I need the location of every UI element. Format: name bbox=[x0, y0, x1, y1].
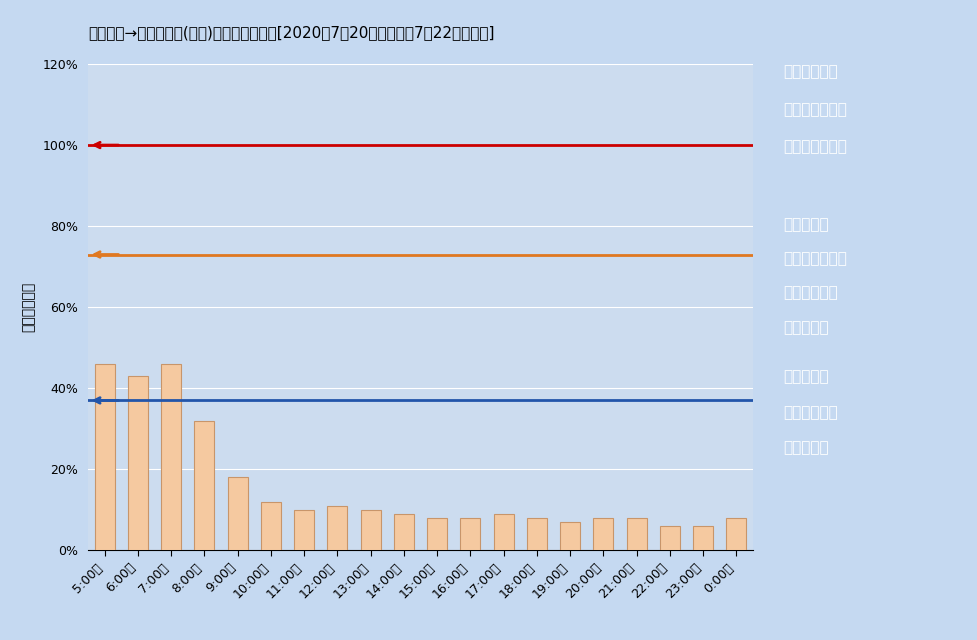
Bar bbox=[327, 506, 347, 550]
Bar bbox=[228, 477, 247, 550]
Text: 埋まる程度: 埋まる程度 bbox=[783, 440, 828, 455]
Text: 座席、つり手が: 座席、つり手が bbox=[783, 102, 846, 117]
Bar bbox=[95, 364, 114, 550]
Bar bbox=[460, 518, 480, 550]
Text: 座席が埋まり、: 座席が埋まり、 bbox=[783, 251, 846, 266]
Bar bbox=[560, 522, 579, 550]
Bar bbox=[161, 364, 181, 550]
Text: （３７％）: （３７％） bbox=[783, 369, 828, 385]
Bar bbox=[294, 510, 314, 550]
Bar bbox=[659, 526, 679, 550]
Bar bbox=[493, 514, 513, 550]
Text: （７３％）: （７３％） bbox=[783, 217, 828, 232]
Text: つり手が半分: つり手が半分 bbox=[783, 285, 837, 301]
Text: （１００％）: （１００％） bbox=[783, 65, 837, 79]
Y-axis label: 混雑率（％）: 混雑率（％） bbox=[21, 282, 35, 332]
Bar bbox=[361, 510, 380, 550]
Bar bbox=[693, 526, 712, 550]
Bar bbox=[128, 376, 148, 550]
Bar bbox=[261, 502, 280, 550]
Text: ほぼ埋まる程度: ほぼ埋まる程度 bbox=[783, 139, 846, 154]
Text: 全ての座席が: 全ての座席が bbox=[783, 404, 837, 420]
Bar bbox=[726, 518, 745, 550]
Bar bbox=[593, 518, 613, 550]
Text: 埋まる程度: 埋まる程度 bbox=[783, 320, 828, 335]
Bar bbox=[427, 518, 446, 550]
Bar bbox=[394, 514, 413, 550]
Bar bbox=[194, 420, 214, 550]
Text: 新豊洲駅→市場前駅間(上り)における混雑率[2020年7月20日（月）～7月22日（水）]: 新豊洲駅→市場前駅間(上り)における混雑率[2020年7月20日（月）～7月22… bbox=[88, 26, 494, 40]
Bar bbox=[527, 518, 546, 550]
Bar bbox=[626, 518, 646, 550]
